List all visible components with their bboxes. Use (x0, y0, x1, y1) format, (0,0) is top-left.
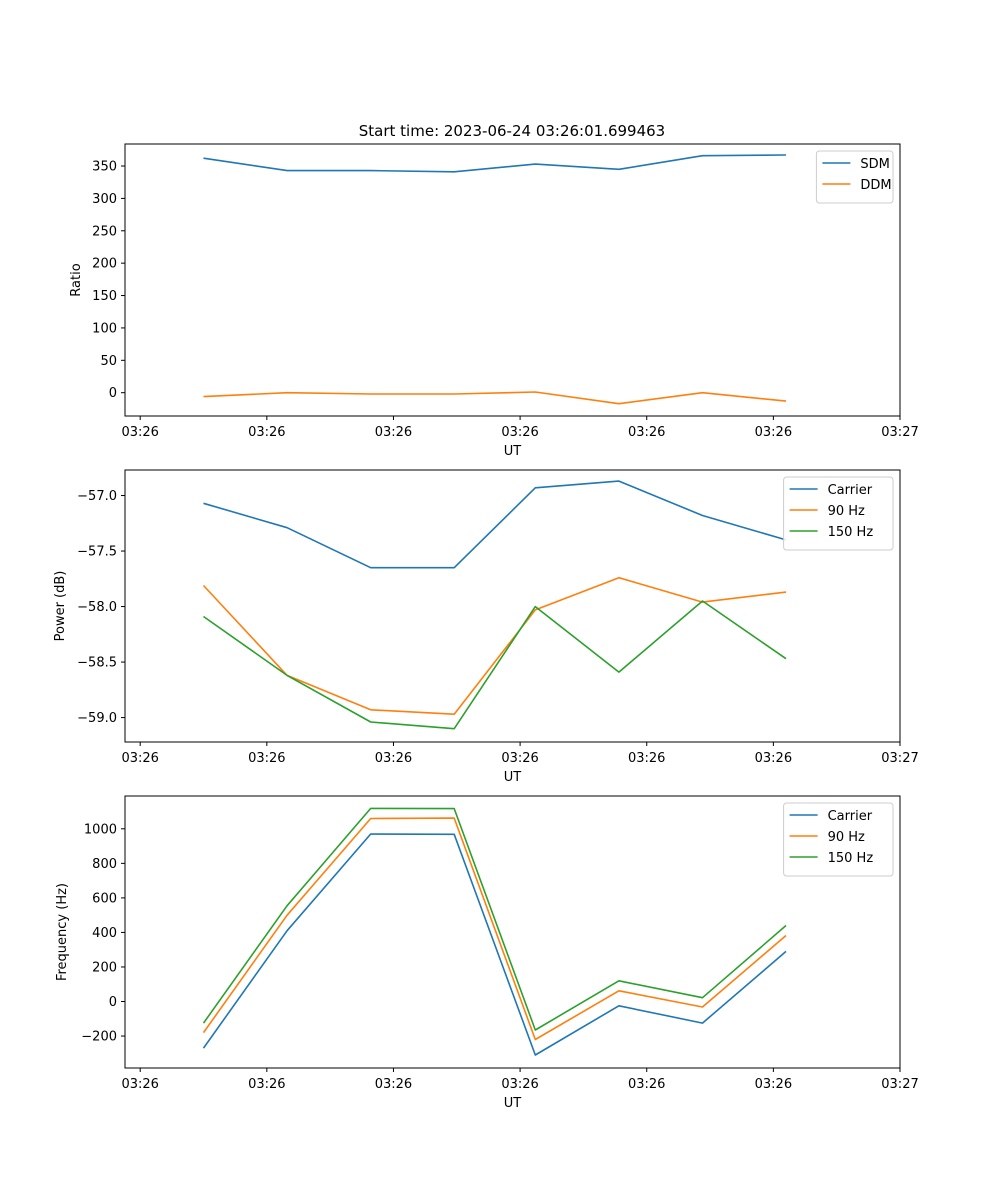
frequency-panel: 03:26 03:26 03:26 03:26 03:26 03:26 03:27 −200 0… (55, 795, 919, 1111)
ratio-y-tick-label: 50 (100, 354, 117, 369)
ratio-y-tick-label: 200 (92, 257, 117, 272)
frequency-y-tick-label: 400 (92, 926, 117, 941)
ratio-legend-label-ddm: DDM (860, 178, 891, 193)
ratio-y-tick-label: 150 (92, 289, 117, 304)
ratio-series-ddm-line (203, 391, 787, 405)
ratio-x-tick-label: 03:26 (755, 425, 792, 440)
frequency-x-axis-label: UT (504, 1096, 522, 1111)
frequency-x-tick-label: 03:26 (248, 1077, 285, 1092)
frequency-legend: Carrier 90 Hz 150 Hz (783, 802, 894, 877)
frequency-legend-label-150-hz: 150 Hz (828, 851, 874, 866)
power-series-90-hz-line (202, 576, 787, 716)
ratio-x-tick-label: 03:26 (248, 425, 285, 440)
power-series-150-hz-line (203, 600, 787, 730)
power-x-tick-label: 03:26 (248, 751, 285, 766)
power-legend-label-90-hz: 90 Hz (828, 504, 865, 519)
ratio-legend-label-sdm: SDM (860, 157, 889, 172)
ratio-x-tick-label: 03:26 (501, 425, 538, 440)
ratio-plot-frame (124, 143, 901, 417)
power-x-axis-label: UT (504, 770, 522, 785)
power-legend-label-carrier: Carrier (828, 483, 873, 498)
power-x-tick-label: 03:26 (121, 751, 158, 766)
power-x-tick-label: 03:26 (755, 751, 792, 766)
power-y-tick-label: −59.0 (77, 711, 117, 726)
frequency-legend-label-carrier: Carrier (828, 809, 873, 824)
power-y-tick-label: −58.5 (77, 656, 117, 671)
ratio-x-tick-label: 03:26 (375, 425, 412, 440)
power-legend-label-150-hz: 150 Hz (828, 525, 874, 540)
power-y-tick-label: −57.0 (77, 489, 117, 504)
power-panel: 03:26 03:26 03:26 03:26 03:26 03:26 03:27 −59.0… (53, 469, 919, 785)
frequency-y-tick-label: −200 (81, 1030, 117, 1045)
frequency-x-tick-label: 03:26 (501, 1077, 538, 1092)
power-x-tick-label: 03:26 (375, 751, 412, 766)
ratio-x-axis-label: UT (504, 444, 522, 459)
frequency-series-90-hz-line (202, 817, 787, 1041)
power-x-tick-label: 03:26 (501, 751, 538, 766)
power-y-axis-label: Power (dB) (53, 571, 68, 642)
power-series-carrier-line (203, 480, 787, 569)
power-y-tick-label: −57.5 (77, 545, 117, 560)
ratio-x-tick-label: 03:27 (881, 425, 918, 440)
ratio-legend-box (815, 150, 894, 204)
ratio-y-tick-label: 350 (92, 160, 117, 175)
frequency-x-tick-label: 03:27 (881, 1077, 918, 1092)
frequency-x-tick-label: 03:26 (121, 1077, 158, 1092)
power-legend: Carrier 90 Hz 150 Hz (783, 476, 894, 551)
frequency-legend-label-90-hz: 90 Hz (828, 830, 865, 845)
frequency-y-tick-label: 600 (92, 891, 117, 906)
frequency-y-tick-label: 800 (92, 857, 117, 872)
frequency-series-carrier-line (202, 833, 787, 1056)
frequency-series-150-hz-line (202, 807, 787, 1031)
ratio-y-tick-label: 100 (92, 321, 117, 336)
ratio-y-axis-label: Ratio (69, 263, 84, 296)
frequency-y-axis-label: Frequency (Hz) (55, 883, 70, 981)
frequency-x-tick-label: 03:26 (375, 1077, 412, 1092)
ratio-x-tick-label: 03:26 (628, 425, 665, 440)
ratio-y-tick-label: 0 (109, 386, 117, 401)
ratio-y-tick-label: 250 (92, 224, 117, 239)
ratio-x-tick-label: 03:26 (121, 425, 158, 440)
frequency-x-tick-label: 03:26 (628, 1077, 665, 1092)
ratio-series-sdm-line (203, 154, 787, 173)
frequency-y-tick-label: 0 (109, 995, 117, 1010)
frequency-y-tick-label: 1000 (84, 822, 117, 837)
power-x-tick-label: 03:27 (881, 751, 918, 766)
frequency-y-tick-label: 200 (92, 960, 117, 975)
power-y-tick-label: −58.0 (77, 600, 117, 615)
ratio-y-tick-label: 300 (92, 192, 117, 207)
frequency-x-tick-label: 03:26 (755, 1077, 792, 1092)
power-plot-frame (124, 469, 901, 743)
figure-title: Start time: 2023-06-24 03:26:01.699463 (359, 122, 665, 140)
ratio-panel: 03:26 03:26 03:26 03:26 03:26 03:26 03:27 0 50 10… (69, 143, 919, 459)
ratio-legend: SDM DDM (815, 150, 894, 204)
power-x-tick-label: 03:26 (628, 751, 665, 766)
